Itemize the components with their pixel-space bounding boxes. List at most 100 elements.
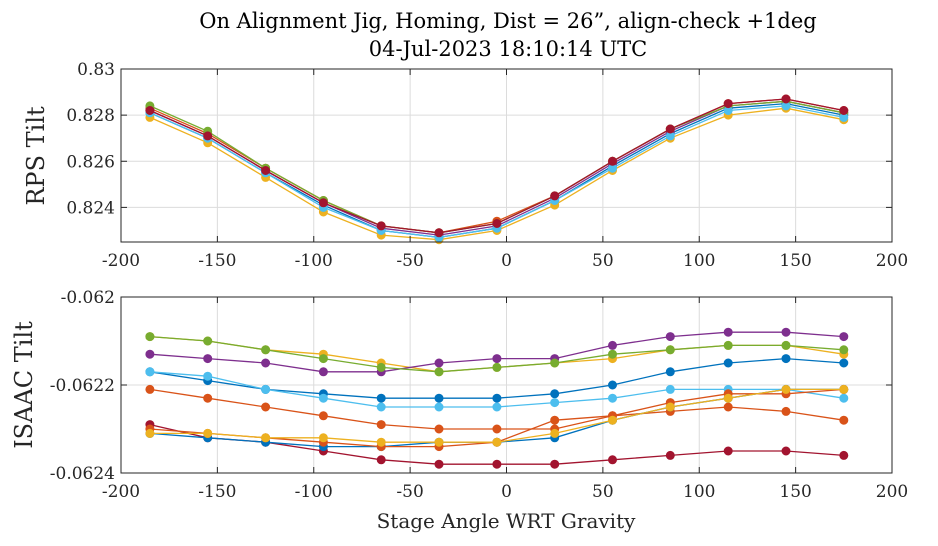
x-tick-label: -100 xyxy=(295,482,333,502)
data-point xyxy=(376,402,386,412)
data-point xyxy=(550,459,560,469)
data-point xyxy=(550,358,560,368)
data-point xyxy=(434,228,444,238)
y-tick-label: 0.824 xyxy=(66,198,115,218)
data-point xyxy=(492,459,502,469)
data-point xyxy=(145,384,155,394)
data-point xyxy=(376,437,386,447)
x-tick-label: 0 xyxy=(501,482,512,502)
data-point xyxy=(781,340,791,350)
x-tick-label: -200 xyxy=(102,482,140,502)
data-point xyxy=(318,411,328,421)
data-point xyxy=(839,415,849,425)
data-point xyxy=(608,415,617,425)
data-point xyxy=(203,428,213,438)
data-point xyxy=(839,384,849,394)
data-point xyxy=(665,402,675,412)
data-point xyxy=(723,402,733,412)
data-point xyxy=(781,94,791,104)
data-point xyxy=(261,358,271,368)
x-tick-label: 150 xyxy=(779,482,811,502)
data-point xyxy=(318,393,328,403)
x-tick-label: 50 xyxy=(592,482,614,502)
data-point xyxy=(608,340,617,350)
data-point xyxy=(434,402,444,412)
y-tick-label: -0.0624 xyxy=(50,464,115,484)
data-point xyxy=(608,455,617,465)
data-point xyxy=(261,402,271,412)
data-point xyxy=(550,398,560,408)
data-point xyxy=(434,437,444,447)
data-point xyxy=(781,406,791,416)
data-point xyxy=(550,415,560,425)
data-point xyxy=(723,358,733,368)
x-tick-label: -200 xyxy=(102,251,140,271)
data-point xyxy=(665,450,675,460)
data-point xyxy=(434,393,444,403)
x-tick-label: -50 xyxy=(396,251,423,271)
data-point xyxy=(781,327,791,337)
data-point xyxy=(318,354,328,364)
rps-tilt-panel: -200 -150 -100 -50 0 50 100 150 200 0.824 0.826 0.8… xyxy=(22,60,908,271)
data-point xyxy=(434,367,444,377)
x-tick-label: 100 xyxy=(683,251,715,271)
data-point xyxy=(665,367,675,377)
data-point xyxy=(261,345,271,355)
data-point xyxy=(492,354,502,364)
data-point xyxy=(261,433,271,443)
x-tick-label: 150 xyxy=(779,251,811,271)
x-tick-label: 200 xyxy=(876,482,908,502)
x-tick-label: -150 xyxy=(198,251,236,271)
data-point xyxy=(376,420,386,430)
data-point xyxy=(781,446,791,456)
x-axis-label: Stage Angle WRT Gravity xyxy=(377,509,637,533)
data-point xyxy=(781,354,791,364)
data-point xyxy=(261,166,271,175)
data-point xyxy=(203,354,213,364)
data-point xyxy=(434,459,444,469)
y-tick-label: -0.0622 xyxy=(50,376,115,396)
data-point xyxy=(145,106,155,115)
data-point xyxy=(376,221,386,231)
data-point xyxy=(492,424,502,434)
x-tick-label: -150 xyxy=(198,482,236,502)
data-point xyxy=(203,131,213,141)
x-tick-label: 200 xyxy=(876,251,908,271)
data-point xyxy=(318,367,328,377)
y-tick-label: 0.828 xyxy=(66,106,115,126)
data-point xyxy=(665,124,675,134)
y-tick-label: -0.062 xyxy=(61,288,115,308)
data-point xyxy=(665,384,675,394)
chart-title-line1: On Alignment Jig, Homing, Dist = 26”, al… xyxy=(199,9,816,33)
data-point xyxy=(839,358,849,368)
data-point xyxy=(203,393,213,403)
data-point xyxy=(492,437,502,447)
data-point xyxy=(723,99,733,109)
data-point xyxy=(318,433,328,443)
data-point xyxy=(492,402,502,412)
data-point xyxy=(492,393,502,403)
data-point xyxy=(723,327,733,337)
data-point xyxy=(839,106,849,115)
data-point xyxy=(665,332,675,342)
x-tick-label: -100 xyxy=(295,251,333,271)
data-point xyxy=(145,367,155,377)
data-point xyxy=(723,446,733,456)
x-tick-label: 0 xyxy=(501,251,512,271)
data-point xyxy=(145,428,155,438)
data-point xyxy=(839,345,849,355)
data-point xyxy=(608,156,617,166)
data-point xyxy=(550,389,560,399)
data-point xyxy=(434,424,444,434)
data-point xyxy=(318,198,328,208)
data-point xyxy=(608,393,617,403)
series-line xyxy=(149,100,844,236)
y-tick-label: 0.826 xyxy=(66,152,115,172)
data-point xyxy=(781,384,791,394)
data-point xyxy=(550,428,560,438)
data-point xyxy=(723,340,733,350)
y-axis-label: ISAAC Tilt xyxy=(10,321,38,449)
data-point xyxy=(723,393,733,403)
data-point xyxy=(839,450,849,460)
